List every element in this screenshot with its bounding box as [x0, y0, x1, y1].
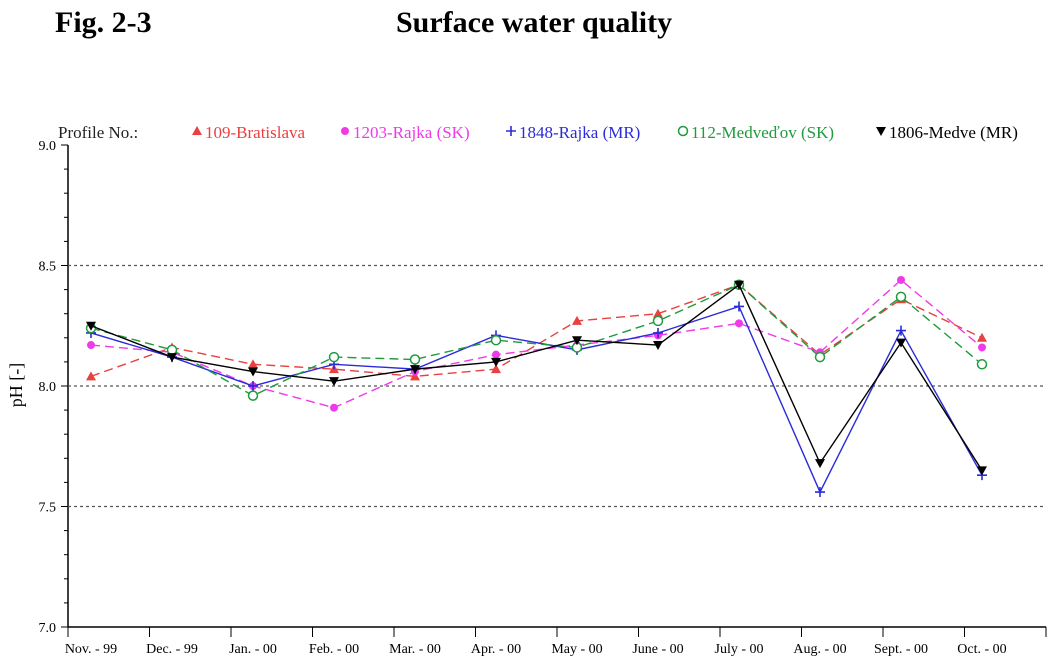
legend-label: 112-Medveďov (SK) [691, 123, 834, 142]
data-point [248, 367, 258, 377]
data-point [896, 338, 906, 348]
series-line [90, 305, 983, 494]
data-point [410, 365, 420, 375]
data-point [87, 341, 95, 350]
data-point [86, 371, 96, 381]
y-tick-label: 7.0 [39, 621, 57, 636]
x-tick-label: Oct. - 00 [957, 642, 1006, 657]
data-point [653, 308, 663, 318]
y-tick-label: 8.5 [39, 260, 57, 275]
x-tick-label: Jan. - 00 [229, 642, 277, 657]
data-point [677, 125, 689, 137]
data-point [978, 343, 986, 352]
data-point [410, 371, 420, 381]
data-point [341, 127, 349, 135]
data-point [247, 390, 259, 401]
data-point [166, 344, 178, 356]
data-point [734, 301, 744, 312]
data-point [895, 291, 907, 303]
x-tick-label: June - 00 [632, 642, 683, 657]
data-point [192, 126, 202, 135]
data-point [330, 403, 338, 412]
data-point [409, 354, 421, 365]
data-point [86, 321, 96, 331]
data-point [734, 280, 744, 290]
y-axis: 7.0 7.5 8.0 8.5 9.0 [39, 139, 68, 636]
data-point [653, 341, 663, 351]
x-tick-label: Nov. - 99 [65, 642, 117, 657]
data-point [897, 275, 905, 284]
data-point [492, 350, 500, 359]
legend-item: 1848-Rajka (MR) [506, 123, 640, 142]
data-point [653, 327, 663, 338]
x-tick-label: Sept. - 00 [874, 642, 928, 657]
data-point [876, 127, 886, 136]
data-point [977, 466, 987, 476]
legend-item: 109-Bratislava [192, 123, 306, 142]
series-1848-rajka-mr- [86, 301, 987, 498]
x-tick-label: Apr. - 00 [471, 642, 521, 657]
data-point [248, 359, 258, 369]
legend-item: 1806-Medve (MR) [876, 123, 1018, 142]
legend-label: 109-Bratislava [205, 123, 306, 142]
data-point [977, 332, 987, 342]
series-line [90, 283, 983, 378]
x-tick-label: Aug. - 00 [793, 642, 846, 657]
legend-item: 1203-Rajka (SK) [341, 123, 470, 142]
data-point [815, 487, 825, 498]
y-tick-label: 8.0 [39, 380, 57, 395]
data-point [652, 315, 664, 327]
legend: Profile No.: 109-Bratislava 1203-Rajka (S… [58, 123, 1018, 142]
data-point [735, 319, 743, 328]
data-point [491, 364, 501, 374]
data-point [896, 325, 906, 336]
series-line [90, 279, 983, 409]
data-point [248, 381, 258, 391]
series-line [90, 283, 983, 471]
data-point [490, 334, 502, 346]
legend-title: Profile No.: [58, 123, 138, 142]
series-1806-medve-mr- [86, 280, 987, 476]
legend-label: 1203-Rajka (SK) [353, 123, 470, 142]
data-point [572, 336, 582, 346]
x-tick-label: Dec. - 99 [146, 642, 198, 657]
series-line [90, 283, 983, 397]
data-point [167, 353, 177, 363]
legend-label: 1806-Medve (MR) [889, 123, 1018, 142]
series-1203-rajka-sk- [87, 275, 986, 412]
data-point [572, 315, 582, 325]
legend-item: 112-Medveďov (SK) [677, 123, 834, 142]
series-112-medve-ov-sk- [85, 279, 988, 401]
data-point [491, 357, 501, 367]
x-tick-label: July - 00 [715, 642, 764, 657]
series-group [85, 275, 988, 498]
y-axis-label: pH [-] [6, 363, 26, 407]
data-point [976, 359, 988, 370]
figure-label: Fig. 2-3 [55, 6, 152, 39]
x-tick-label: Feb. - 00 [309, 642, 359, 657]
x-tick-label: May - 00 [551, 642, 602, 657]
x-tick-label: Mar. - 00 [389, 642, 441, 657]
figure-title: Surface water quality [396, 6, 673, 39]
x-axis: Nov. - 99 Dec. - 99 Jan. - 00 Feb. - 00 Mar.… [65, 627, 1047, 657]
data-point [506, 126, 516, 136]
y-tick-label: 9.0 [39, 139, 57, 154]
legend-label: 1848-Rajka (MR) [519, 123, 640, 142]
data-point [328, 351, 340, 363]
reference-lines [68, 264, 1046, 508]
data-point [329, 377, 339, 387]
y-tick-label: 7.5 [39, 501, 57, 516]
data-point [815, 459, 825, 469]
data-point [814, 351, 826, 363]
